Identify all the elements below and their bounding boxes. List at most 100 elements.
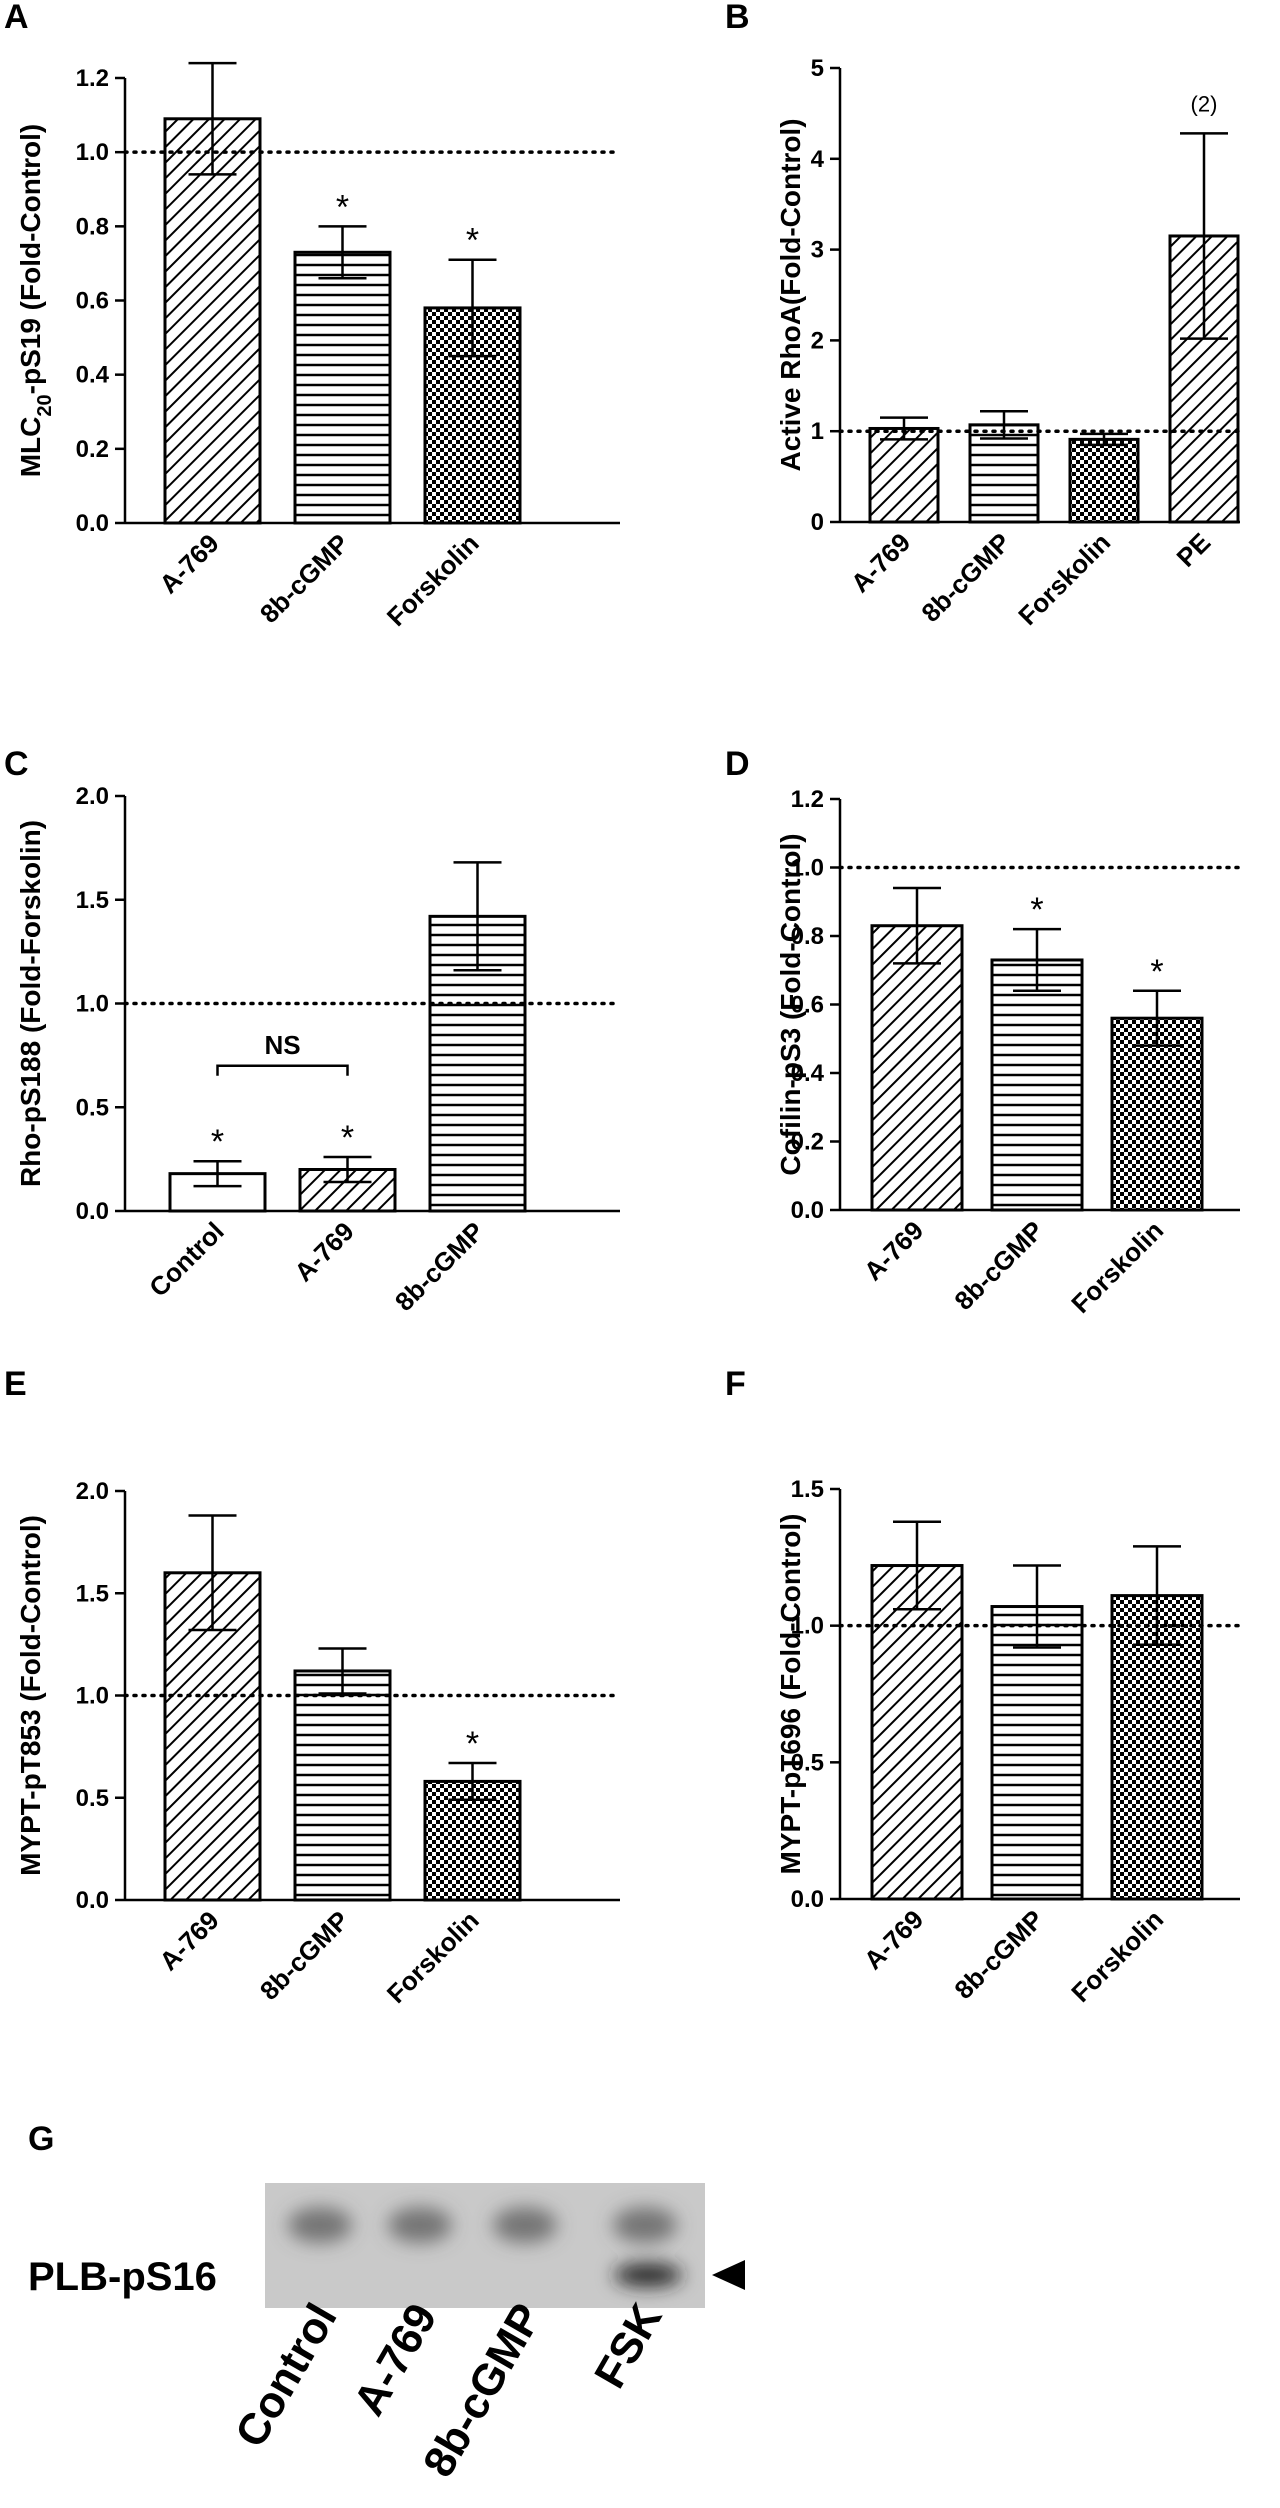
blot-band-upper bbox=[388, 2207, 452, 2243]
y-tick-label: 1.0 bbox=[791, 1613, 824, 1640]
blot-image bbox=[265, 2183, 705, 2308]
chart-panel-a: A 0.0 0.2 0.4 0.6 0.8 1.0 1.2 MLC20-pS19 (Fold-C… bbox=[4, 0, 622, 632]
bar-8b-cgmp bbox=[990, 958, 1084, 1212]
significance-marker: * bbox=[336, 188, 349, 226]
x-tick-label: A-769 bbox=[845, 527, 916, 598]
x-tick-label: 8b-cGMP bbox=[915, 527, 1016, 628]
bar-a-769 bbox=[870, 924, 964, 1212]
y-tick-label: 0.0 bbox=[791, 1886, 824, 1913]
x-tick-label: A-769 bbox=[858, 1215, 929, 1286]
chart-panel-f: F 0.0 0.5 1.0 1.5 MYPT-pT696 (Fold-Control) A-… bbox=[725, 1365, 1242, 2008]
panel-letter: C bbox=[4, 745, 29, 783]
y-axis-label: MYPT-pT853 (Fold-Control) bbox=[15, 1515, 46, 1876]
bar-forskolin bbox=[1110, 1016, 1204, 1212]
significance-marker: * bbox=[1150, 953, 1163, 991]
blot-lane-label: Control bbox=[226, 2296, 347, 2456]
bar-forskolin bbox=[423, 1779, 522, 1902]
y-axis-label: Cofilin-pS3 (Fold-Control) bbox=[775, 833, 806, 1175]
x-tick-label: 8b-cGMP bbox=[948, 1215, 1049, 1316]
y-tick-label: 0.4 bbox=[76, 362, 110, 389]
panel-letter: G bbox=[28, 2120, 54, 2158]
panel-letter: A bbox=[4, 0, 29, 36]
bar-forskolin bbox=[1110, 1594, 1204, 1901]
y-tick-label: 0.0 bbox=[76, 510, 109, 537]
x-tick-label: 8b-cGMP bbox=[254, 1905, 355, 2006]
panel-letter: B bbox=[725, 0, 750, 36]
blot-lane-label: A-769 bbox=[344, 2296, 446, 2424]
y-tick-label: 1.0 bbox=[791, 855, 824, 882]
significance-marker: * bbox=[466, 222, 479, 260]
y-tick-label: 1.5 bbox=[76, 887, 109, 914]
panel-letter: F bbox=[725, 1365, 746, 1403]
chart-panel-c: C 0.0 0.5 1.0 1.5 2.0 Rho-pS188 (Fold-Forskoli… bbox=[4, 745, 622, 1317]
y-tick-label: 0.8 bbox=[791, 923, 824, 950]
bar-a-769 bbox=[163, 117, 262, 525]
y-tick-label: 0.0 bbox=[76, 1198, 109, 1225]
y-tick-label: 1.5 bbox=[791, 1476, 824, 1503]
ns-label: NS bbox=[264, 1030, 300, 1060]
y-tick-label: 0.6 bbox=[76, 288, 109, 315]
x-tick-label: Control bbox=[143, 1216, 230, 1303]
y-tick-label: 1.0 bbox=[76, 139, 109, 166]
panel-letter: E bbox=[4, 1365, 27, 1403]
blot-band-phospho bbox=[614, 2263, 682, 2287]
x-tick-label: Forskolin bbox=[381, 1905, 485, 2009]
y-tick-label: 0.5 bbox=[76, 1094, 109, 1121]
bar-8b-cgmp bbox=[293, 1669, 392, 1902]
x-tick-label: A-769 bbox=[153, 1905, 224, 1976]
chart-panel-b: B 0 1 2 3 4 5 Active RhoA(Fold-Control) A-769 8b-… bbox=[725, 0, 1242, 631]
y-tick-label: 1 bbox=[811, 418, 824, 445]
x-tick-label: Forskolin bbox=[381, 528, 485, 632]
y-tick-label: 2 bbox=[811, 327, 824, 354]
bar-forskolin bbox=[1068, 437, 1140, 524]
y-axis-label-part: -pS19 (Fold-Control) bbox=[15, 124, 46, 395]
blot-lane-label: FSK bbox=[585, 2295, 672, 2396]
significance-marker: * bbox=[466, 1725, 479, 1763]
significance-marker: (2) bbox=[1191, 91, 1218, 116]
y-tick-label: 1.0 bbox=[76, 991, 109, 1018]
bar-a-769 bbox=[868, 426, 940, 524]
chart-panel-e: E 0.0 0.5 1.0 1.5 2.0 MYPT-pT853 (Fold-Control… bbox=[4, 1365, 622, 2009]
y-tick-label: 5 bbox=[811, 55, 824, 82]
arrowhead-icon bbox=[712, 2260, 745, 2290]
blot-bands bbox=[288, 2207, 682, 2287]
significance-marker: * bbox=[211, 1123, 224, 1161]
y-tick-label: 2.0 bbox=[76, 783, 109, 810]
chart-panel-d: D 0.0 0.2 0.4 0.6 0.8 1.0 1.2 Cofilin-pS3 (Fold-… bbox=[725, 745, 1242, 1319]
blot-band-upper bbox=[493, 2207, 557, 2243]
y-axis-label: MLC20-pS19 (Fold-Control) bbox=[15, 124, 56, 478]
y-tick-label: 0.4 bbox=[791, 1060, 825, 1087]
bar-8b-cgmp bbox=[990, 1605, 1084, 1901]
y-tick-label: 1.0 bbox=[76, 1683, 109, 1710]
x-tick-label: PE bbox=[1171, 527, 1217, 573]
x-tick-label: Forskolin bbox=[1065, 1904, 1169, 2008]
bar-a-769 bbox=[870, 1564, 964, 1901]
y-tick-label: 0.0 bbox=[76, 1887, 109, 1914]
x-tick-label: A-769 bbox=[288, 1216, 359, 1287]
y-tick-label: 2.0 bbox=[76, 1478, 109, 1505]
x-tick-label: 8b-cGMP bbox=[948, 1904, 1049, 2005]
bar-8b-cgmp bbox=[293, 250, 392, 525]
y-axis-label: Active RhoA(Fold-Control) bbox=[775, 118, 806, 471]
x-tick-label: A-769 bbox=[858, 1904, 929, 1975]
y-tick-label: 0.6 bbox=[791, 992, 824, 1019]
y-tick-label: 0.0 bbox=[791, 1197, 824, 1224]
x-tick-label: 8b-cGMP bbox=[389, 1216, 490, 1317]
y-tick-label: 1.5 bbox=[76, 1580, 109, 1607]
blot-band-upper bbox=[613, 2207, 677, 2243]
y-tick-label: 1.2 bbox=[791, 786, 824, 813]
x-tick-label: Forskolin bbox=[1065, 1215, 1169, 1319]
y-axis-label: MYPT-pT696 (Fold-Control) bbox=[775, 1514, 806, 1875]
y-tick-label: 0 bbox=[811, 509, 824, 536]
x-tick-label: 8b-cGMP bbox=[254, 528, 355, 629]
y-axis-label: Rho-pS188 (Fold-Forskolin) bbox=[15, 820, 46, 1187]
y-tick-label: 0.2 bbox=[791, 1129, 824, 1156]
y-tick-label: 4 bbox=[811, 146, 825, 173]
significance-marker: * bbox=[1030, 891, 1043, 929]
y-tick-label: 0.2 bbox=[76, 436, 109, 463]
y-tick-label: 3 bbox=[811, 237, 824, 264]
x-tick-label: A-769 bbox=[153, 528, 224, 599]
bar-8b-cgmp bbox=[968, 423, 1040, 524]
